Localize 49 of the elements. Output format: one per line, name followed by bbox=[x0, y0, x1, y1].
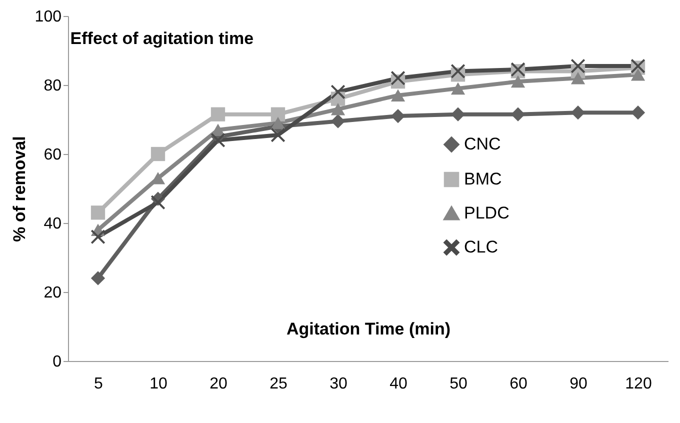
x-tick-label: 20 bbox=[210, 376, 228, 392]
point bbox=[450, 107, 466, 122]
y-tick-label: 0 bbox=[52, 354, 62, 370]
point bbox=[570, 106, 586, 120]
point bbox=[90, 271, 106, 286]
point bbox=[630, 106, 646, 120]
point bbox=[570, 72, 586, 84]
point bbox=[270, 128, 286, 142]
x-tick-label: 90 bbox=[570, 376, 588, 392]
point bbox=[390, 89, 406, 102]
point bbox=[450, 82, 466, 95]
y-tick-label: 60 bbox=[44, 146, 62, 164]
point bbox=[630, 68, 646, 81]
x-tick-label: 30 bbox=[330, 376, 348, 392]
point bbox=[270, 107, 286, 122]
y-tick-label: 100 bbox=[34, 8, 62, 26]
point bbox=[330, 103, 346, 116]
legend-label: CLC bbox=[464, 238, 498, 256]
x-tick-label: 40 bbox=[390, 376, 408, 392]
point bbox=[90, 206, 106, 220]
x-tick-label: 60 bbox=[510, 376, 528, 392]
text: Effect of agitation time bbox=[70, 29, 254, 48]
y-axis-title: % of removal bbox=[10, 136, 29, 242]
x-tick-label: 5 bbox=[94, 376, 104, 392]
legend-label: PLDC bbox=[464, 204, 510, 222]
point bbox=[390, 71, 406, 86]
y-tick-label: 40 bbox=[44, 216, 62, 232]
x-tick-label: 10 bbox=[150, 376, 168, 392]
point bbox=[570, 58, 586, 74]
y-tick-label: 80 bbox=[44, 78, 62, 94]
point bbox=[510, 75, 526, 88]
point bbox=[210, 107, 226, 122]
point bbox=[330, 84, 346, 99]
point bbox=[150, 146, 166, 162]
point bbox=[330, 114, 346, 128]
x-tick-label: 120 bbox=[625, 376, 652, 392]
x-tick-label: 25 bbox=[270, 376, 288, 392]
point bbox=[450, 64, 466, 78]
legend-label: BMC bbox=[464, 170, 502, 188]
legend-label: CNC bbox=[464, 134, 501, 154]
y-tick-label: 20 bbox=[44, 284, 62, 302]
point bbox=[210, 133, 226, 148]
point bbox=[510, 107, 526, 122]
point bbox=[90, 230, 106, 244]
point bbox=[150, 195, 166, 210]
x-axis-title: Agitation Time (min) bbox=[286, 320, 451, 338]
point bbox=[270, 116, 286, 130]
point bbox=[390, 108, 406, 124]
x-tick-label: 50 bbox=[450, 376, 468, 392]
